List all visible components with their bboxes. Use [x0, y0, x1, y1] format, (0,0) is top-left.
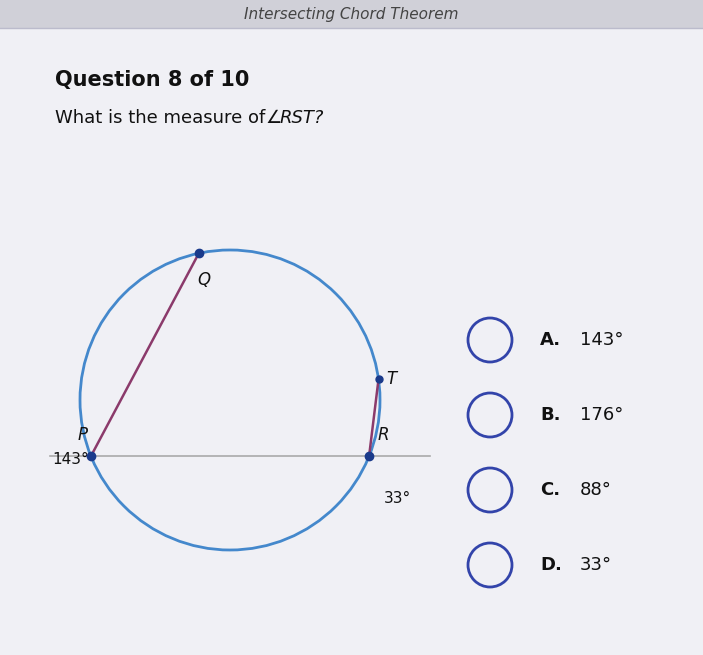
Text: RST?: RST?	[280, 109, 324, 127]
Text: What is the measure of: What is the measure of	[55, 109, 271, 127]
Text: T: T	[387, 370, 396, 388]
Text: 143°: 143°	[52, 453, 89, 468]
Text: B.: B.	[540, 406, 560, 424]
Text: Question 8 of 10: Question 8 of 10	[55, 70, 250, 90]
Text: Intersecting Chord Theorem: Intersecting Chord Theorem	[244, 7, 459, 22]
Text: ∠: ∠	[265, 109, 281, 127]
Text: 33°: 33°	[580, 556, 612, 574]
Text: D.: D.	[540, 556, 562, 574]
Text: C.: C.	[540, 481, 560, 499]
Text: 88°: 88°	[580, 481, 612, 499]
FancyBboxPatch shape	[0, 0, 703, 28]
Text: A.: A.	[540, 331, 561, 349]
Text: Q: Q	[198, 271, 210, 290]
Text: P: P	[78, 426, 88, 444]
Text: 176°: 176°	[580, 406, 624, 424]
Text: 143°: 143°	[580, 331, 624, 349]
Text: R: R	[377, 426, 389, 444]
Text: 33°: 33°	[384, 491, 411, 506]
